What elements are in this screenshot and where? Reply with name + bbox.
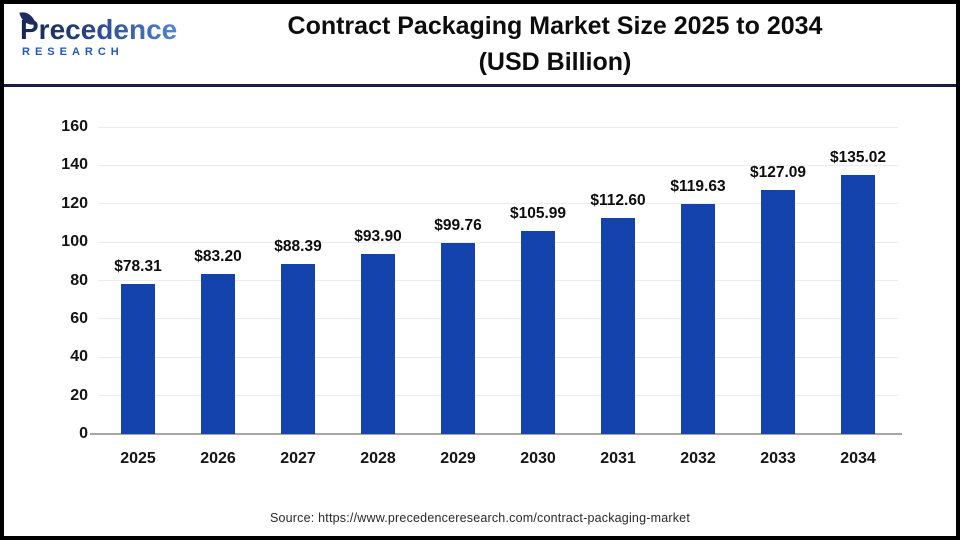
x-tick-label-2027: 2027 xyxy=(280,450,316,467)
y-tick-label-20: 20 xyxy=(70,386,88,404)
x-tick-label-2028: 2028 xyxy=(360,450,396,467)
bar-2030 xyxy=(521,230,555,434)
chart-title: Contract Packaging Market Size 2025 to 2… xyxy=(184,8,926,80)
y-tick-label-120: 120 xyxy=(61,194,88,212)
gridline-160 xyxy=(98,126,898,128)
gridline-20 xyxy=(98,395,898,397)
bar-2028 xyxy=(361,253,395,434)
y-tick-label-40: 40 xyxy=(70,348,88,366)
x-tick-label-2026: 2026 xyxy=(200,450,236,467)
plot-area: 0 20 40 60 80 100 120 140 160 $78.31 2025 $83.20 202… xyxy=(61,118,902,467)
bar-2031 xyxy=(601,217,635,434)
logo-sub-text: RESEARCH xyxy=(22,46,124,58)
x-tick-label-2034: 2034 xyxy=(840,450,876,467)
bar-value-label-2030: $105.99 xyxy=(509,204,567,222)
bar-value-label-2033: $127.09 xyxy=(749,164,807,182)
logo-brand-text: Precedence xyxy=(20,14,178,45)
gridline-60 xyxy=(98,318,898,320)
bar-value-label-2029: $99.76 xyxy=(434,216,482,234)
chart-title-line2: (USD Billion) xyxy=(478,48,632,76)
bar-value-label-2032: $119.63 xyxy=(670,178,726,196)
x-axis-line xyxy=(90,433,902,435)
chart-title-line1: Contract Packaging Market Size 2025 to 2… xyxy=(287,12,823,40)
gridline-120 xyxy=(98,203,898,205)
bar-2025 xyxy=(121,283,155,434)
gridline-40 xyxy=(98,356,898,358)
y-tick-label-80: 80 xyxy=(70,271,88,289)
bar-2026 xyxy=(201,274,235,434)
gridline-80 xyxy=(98,280,898,281)
source-text: Source: https://www.precedenceresearch.c… xyxy=(269,511,691,525)
y-tick-label-160: 160 xyxy=(61,118,88,135)
y-tick-label-100: 100 xyxy=(61,233,88,251)
y-tick-label-140: 140 xyxy=(61,156,88,174)
x-tick-label-2030: 2030 xyxy=(520,450,556,467)
bar-value-label-2027: $88.39 xyxy=(274,238,322,256)
x-tick-label-2032: 2032 xyxy=(680,450,716,467)
bar-2033 xyxy=(761,190,795,434)
bar-2032 xyxy=(681,204,715,434)
x-tick-label-2031: 2031 xyxy=(600,450,636,467)
bar-2029 xyxy=(441,242,475,434)
header: Precedence RESEARCH Contract Packaging M… xyxy=(4,4,956,87)
brand-logo: Precedence RESEARCH xyxy=(19,9,190,58)
bar-value-label-2025: $78.31 xyxy=(114,257,162,275)
bar-value-label-2031: $112.60 xyxy=(590,191,646,209)
bar-2027 xyxy=(281,264,315,434)
bar-value-label-2026: $83.20 xyxy=(194,248,242,266)
x-tick-label-2025: 2025 xyxy=(120,450,156,467)
y-tick-label-0: 0 xyxy=(79,425,88,442)
gridline-100 xyxy=(98,241,898,243)
bar-value-label-2028: $93.90 xyxy=(354,227,402,245)
bar-value-label-2034: $135.02 xyxy=(829,148,887,166)
x-tick-label-2029: 2029 xyxy=(440,450,476,467)
y-tick-label-60: 60 xyxy=(70,309,88,327)
bar-2034 xyxy=(841,174,875,434)
x-tick-label-2033: 2033 xyxy=(760,450,796,467)
gridline-140 xyxy=(98,164,898,166)
